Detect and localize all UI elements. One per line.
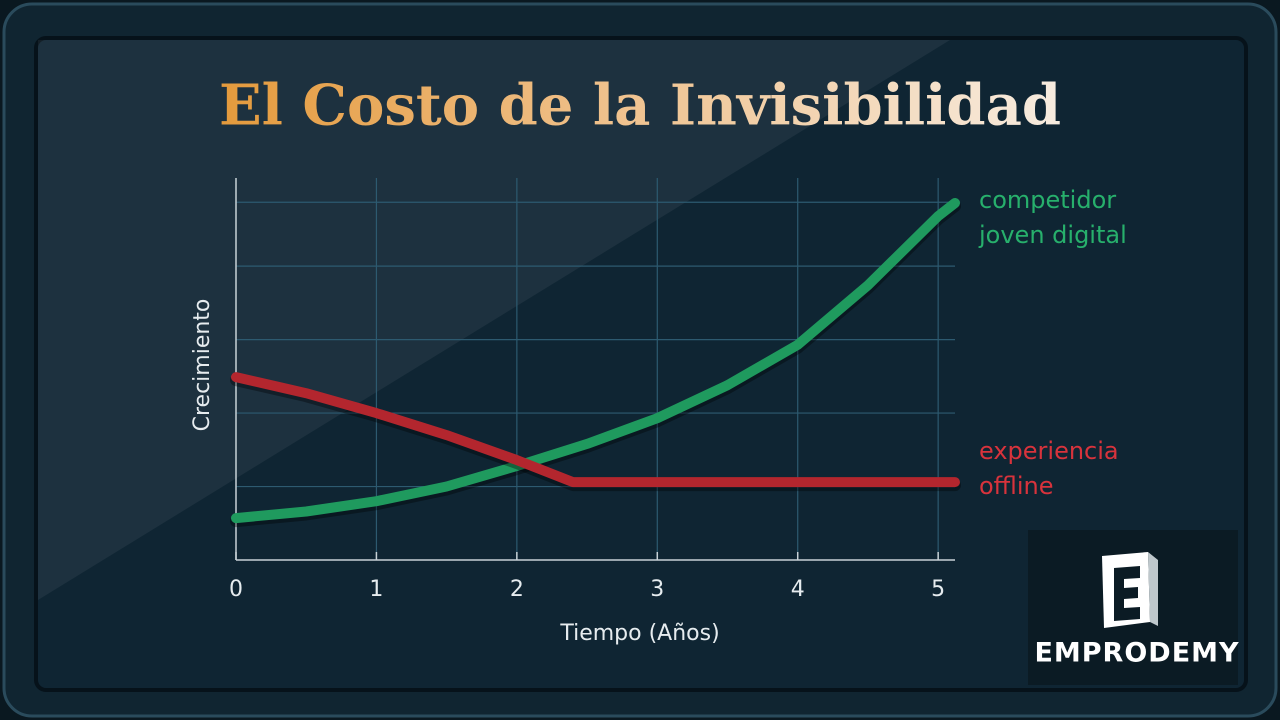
- x-tick-label: 1: [369, 577, 383, 602]
- chart-title: El Costo de la Invisibilidad: [219, 73, 1061, 139]
- x-tick-label: 5: [931, 577, 945, 602]
- sheen: [38, 40, 950, 600]
- y-axis-label: Crecimiento: [190, 299, 215, 432]
- x-tick-label: 2: [510, 577, 524, 602]
- x-tick-label: 0: [229, 577, 243, 602]
- series-label: experiencia offline: [979, 437, 1119, 500]
- x-axis-label: Tiempo (Años): [559, 621, 719, 646]
- series-label: competidor joven digital: [979, 186, 1127, 249]
- line: [231, 372, 960, 488]
- x-tick-label: 4: [791, 577, 805, 602]
- panel: [34, 36, 1248, 692]
- line: [231, 198, 960, 524]
- logo-icon: [1102, 552, 1158, 628]
- logo-text: EMPRODEMY: [1034, 638, 1239, 669]
- x-tick-label: 3: [650, 577, 664, 602]
